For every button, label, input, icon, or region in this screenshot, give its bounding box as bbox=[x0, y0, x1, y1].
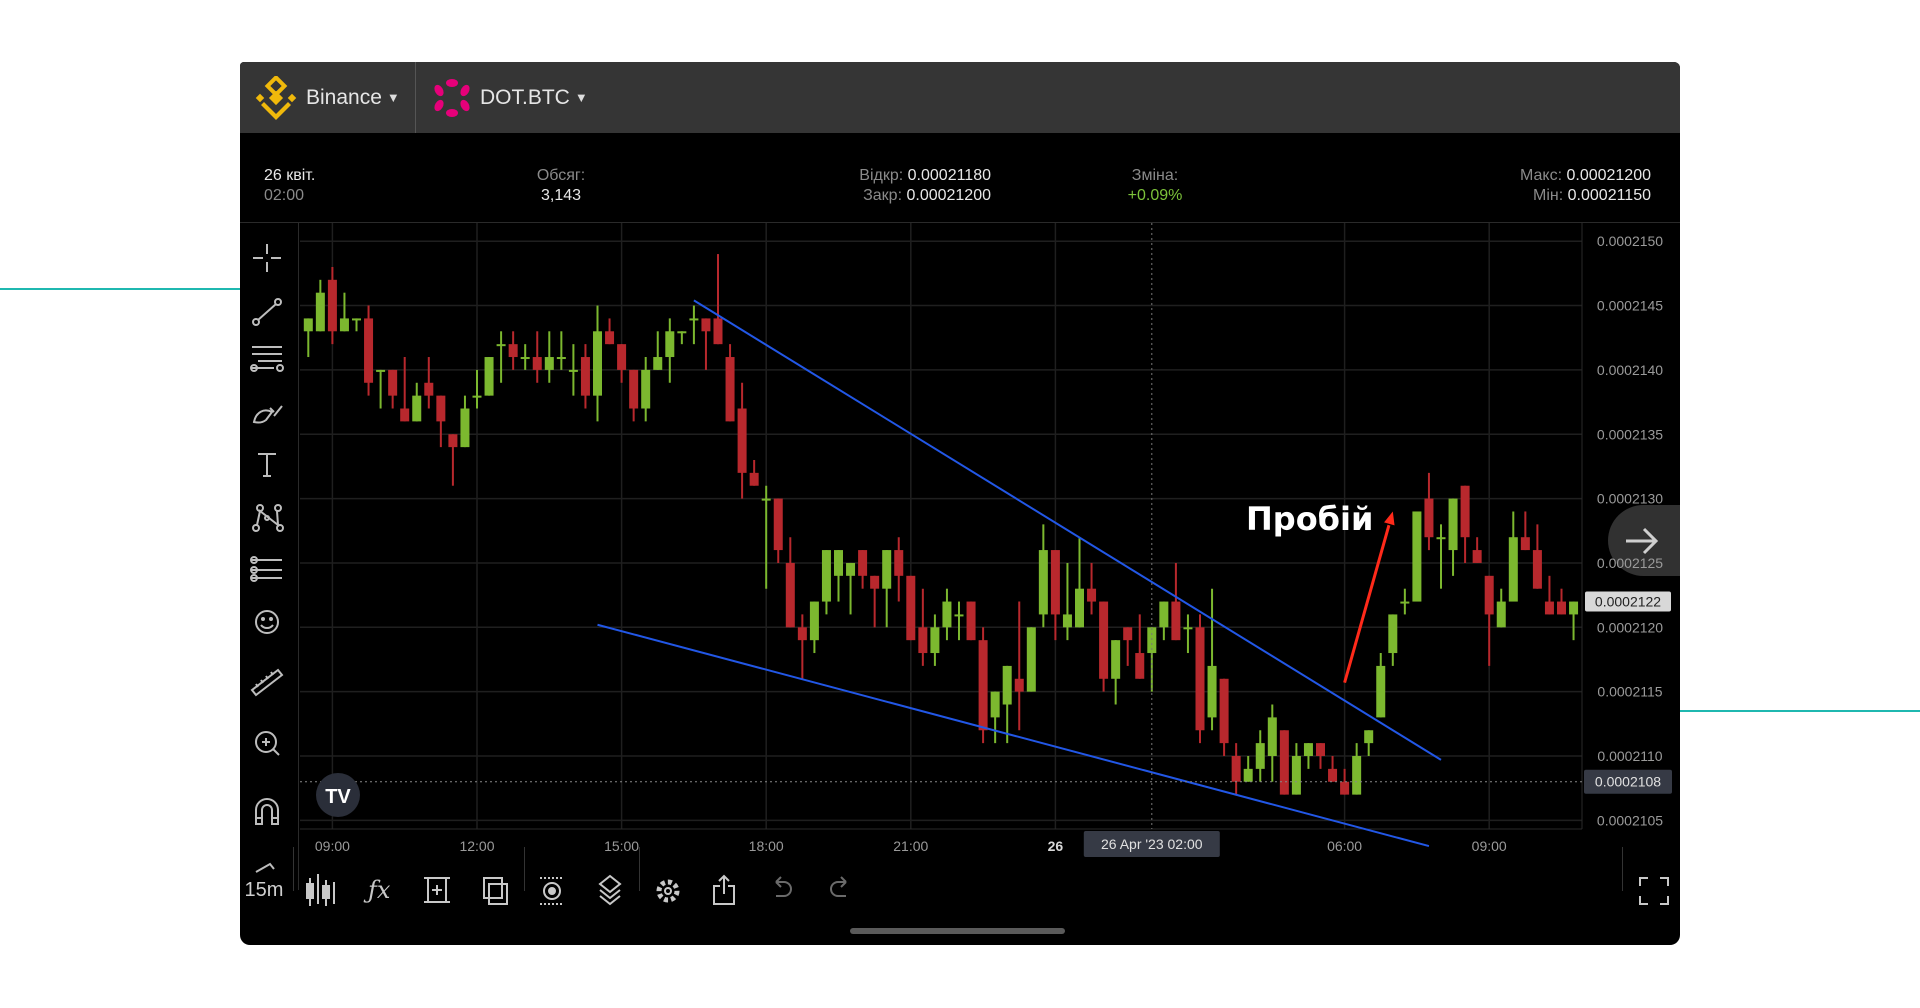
interval-button[interactable]: 15m bbox=[244, 878, 284, 901]
brush-icon[interactable] bbox=[252, 405, 283, 424]
add-chart-icon[interactable] bbox=[424, 877, 450, 903]
magnet-icon[interactable] bbox=[255, 798, 279, 825]
trend-line-icon[interactable] bbox=[252, 298, 282, 326]
chart-window: Binance ▼ DOT.BTC ▼ 26 квіт. 02:00 Обсяг… bbox=[240, 62, 1680, 945]
exchange-name: Binance bbox=[306, 85, 382, 109]
bar-time: 02:00 bbox=[264, 187, 305, 204]
open-value: 0.00021180 bbox=[907, 167, 991, 184]
accent-line-left bbox=[0, 288, 240, 290]
top-bar: Binance ▼ DOT.BTC ▼ bbox=[240, 62, 1680, 133]
change-label: Зміна: bbox=[1131, 167, 1179, 184]
symbol-name: DOT.BTC bbox=[480, 85, 570, 109]
exchange-selector[interactable]: Binance ▼ bbox=[254, 62, 400, 133]
chevron-down-icon: ▼ bbox=[386, 90, 400, 105]
ohlc-info-bar: 26 квіт. 02:00 Обсяг: 3,143 Відкр: 0.000… bbox=[240, 133, 1680, 223]
high-value: 0.00021200 bbox=[1566, 167, 1651, 184]
crosshair-icon[interactable] bbox=[253, 244, 281, 272]
low-value: 0.00021150 bbox=[1567, 187, 1651, 204]
layers-icon[interactable] bbox=[598, 874, 622, 906]
settings-icon[interactable] bbox=[656, 879, 680, 903]
toolbar-divider bbox=[293, 847, 294, 891]
home-indicator bbox=[850, 928, 1065, 934]
candles-icon[interactable] bbox=[306, 874, 335, 906]
symbol-selector[interactable]: DOT.BTC ▼ bbox=[432, 62, 588, 133]
zoom-in-icon[interactable] bbox=[255, 731, 280, 756]
ruler-icon[interactable] bbox=[250, 668, 284, 697]
accent-line-right bbox=[1680, 710, 1920, 712]
fullscreen-icon[interactable] bbox=[1639, 877, 1669, 905]
share-icon[interactable] bbox=[713, 874, 735, 905]
toolbar-divider bbox=[524, 847, 525, 891]
fib-lines-icon[interactable] bbox=[250, 346, 284, 372]
compare-icon[interactable] bbox=[483, 877, 508, 905]
toolbar-divider bbox=[639, 847, 640, 891]
polkadot-logo-icon bbox=[434, 78, 470, 117]
text-icon[interactable] bbox=[258, 453, 276, 477]
drawing-tools-icons bbox=[250, 244, 284, 873]
close-label: Закр: bbox=[863, 187, 903, 204]
open-label: Відкр: bbox=[859, 167, 904, 184]
header-divider bbox=[415, 62, 416, 133]
pencil-icon[interactable] bbox=[255, 862, 275, 873]
volume-value: 3,143 bbox=[540, 187, 582, 204]
arrow-right-icon bbox=[1626, 527, 1659, 555]
pattern-icon[interactable] bbox=[252, 504, 284, 532]
redo-icon[interactable] bbox=[830, 876, 847, 897]
undo-icon[interactable] bbox=[775, 876, 792, 897]
volume-label: Обсяг: bbox=[536, 167, 586, 184]
high-label: Макс: bbox=[1519, 167, 1563, 184]
low-label: Мін: bbox=[1533, 187, 1564, 204]
emoji-icon[interactable] bbox=[255, 610, 279, 634]
indicators-fx-icon[interactable]: ƒx bbox=[363, 876, 391, 904]
bottom-toolbar-icons: ƒx bbox=[306, 874, 1669, 906]
toolbar-divider bbox=[1622, 847, 1623, 891]
bar-date: 26 квіт. bbox=[264, 167, 316, 184]
change-value: +0.09% bbox=[1127, 187, 1183, 204]
prediction-icon[interactable] bbox=[250, 556, 282, 582]
scroll-to-latest-button[interactable] bbox=[1608, 505, 1680, 576]
close-value: 0.00021200 bbox=[906, 187, 991, 204]
hide-icon[interactable] bbox=[540, 877, 564, 905]
drawing-toolbar bbox=[240, 222, 299, 890]
binance-logo-icon bbox=[255, 75, 297, 120]
chevron-down-icon: ▼ bbox=[574, 90, 588, 105]
